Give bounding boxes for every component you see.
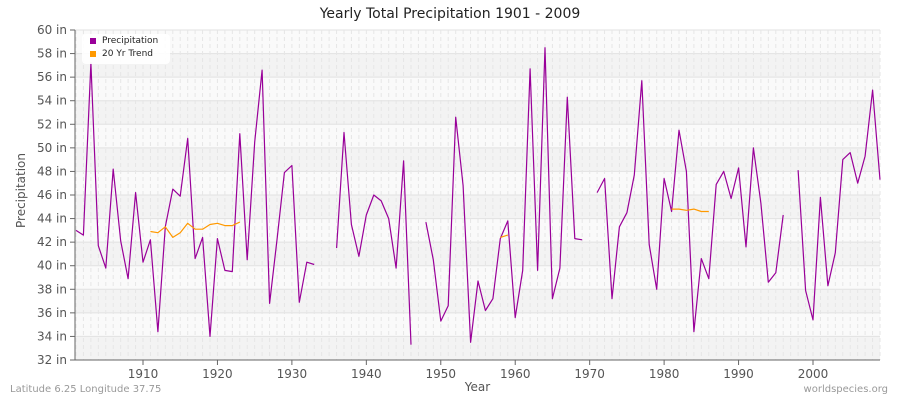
precipitation-line	[425, 47, 583, 343]
legend-item-precipitation: Precipitation	[82, 34, 170, 47]
y-tick-label: 50 in	[37, 141, 67, 155]
precipitation-line	[75, 62, 315, 337]
x-axis-label: Year	[464, 380, 491, 394]
y-tick-label: 56 in	[37, 70, 67, 84]
legend-label: 20 Yr Trend	[102, 48, 154, 59]
x-tick-label: 1910	[128, 367, 159, 381]
y-tick-label: 46 in	[37, 188, 67, 202]
x-tick-label: 1930	[277, 367, 308, 381]
y-tick-label: 40 in	[37, 259, 67, 273]
y-tick-label: 54 in	[37, 94, 67, 108]
y-tick-label: 44 in	[37, 212, 67, 226]
x-tick-label: 2000	[798, 367, 829, 381]
legend-item-trend: 20 Yr Trend	[82, 47, 170, 60]
y-tick-label: 58 in	[37, 47, 67, 61]
trend-line	[500, 234, 508, 238]
precipitation-swatch-icon	[90, 37, 96, 44]
chart-title: Yearly Total Precipitation 1901 - 2009	[319, 6, 581, 22]
y-tick-label: 36 in	[37, 306, 67, 320]
grid-band	[75, 100, 880, 125]
x-tick-label: 1970	[574, 367, 605, 381]
y-tick-label: 52 in	[37, 117, 67, 131]
precipitation-line	[797, 89, 881, 321]
y-tick-label: 60 in	[37, 23, 67, 37]
legend-label: Precipitation	[102, 35, 159, 46]
y-axis-label: Precipitation	[14, 152, 28, 228]
y-tick-label: 34 in	[37, 329, 67, 343]
x-tick-label: 1980	[649, 367, 680, 381]
location-label: Latitude 6.25 Longitude 37.75	[10, 384, 162, 395]
precipitation-line	[336, 131, 412, 345]
x-tick-label: 1960	[500, 367, 531, 381]
y-tick-label: 42 in	[37, 235, 67, 249]
source-label: worldspecies.org	[803, 384, 888, 395]
trend-line	[150, 221, 241, 238]
trend-swatch-icon	[90, 50, 96, 57]
y-tick-label: 32 in	[37, 353, 67, 367]
y-tick-label: 48 in	[37, 164, 67, 178]
legend: Precipitation 20 Yr Trend	[82, 34, 170, 64]
x-tick-label: 1950	[426, 367, 457, 381]
y-tick-label: 38 in	[37, 282, 67, 296]
precipitation-line	[596, 80, 784, 333]
x-tick-label: 1940	[351, 367, 382, 381]
x-tick-label: 1990	[723, 367, 754, 381]
trend-line	[671, 208, 709, 213]
x-tick-label: 1920	[202, 367, 233, 381]
